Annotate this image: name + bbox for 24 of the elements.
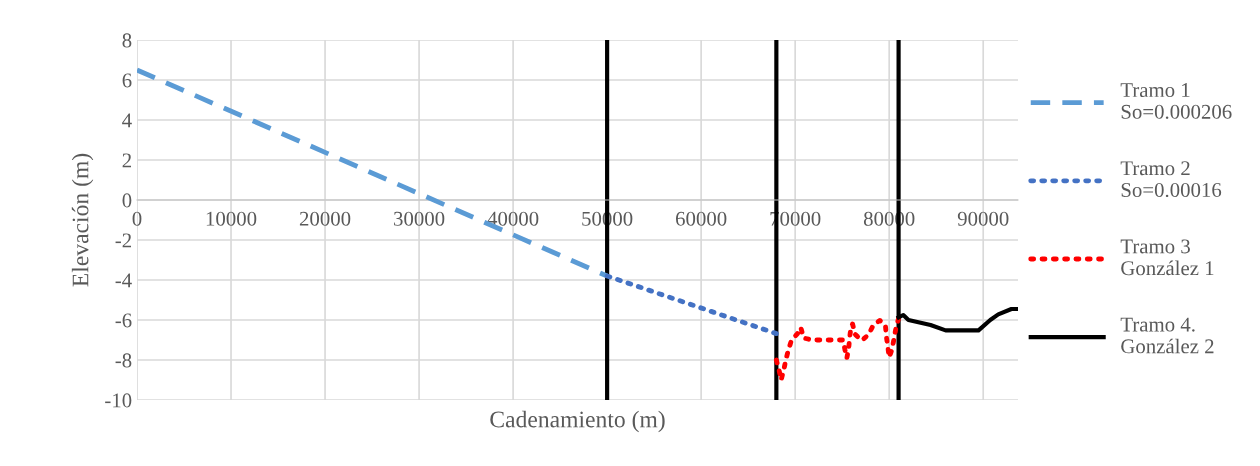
y-tick-label: 6 <box>122 73 132 88</box>
line-series <box>773 315 902 383</box>
x-tick-label: 0 <box>132 211 142 226</box>
y-tick-label: -8 <box>115 353 132 368</box>
legend-label: Tramo 3 González 1 <box>1120 239 1214 276</box>
y-tick-label: -6 <box>115 313 132 328</box>
y-tick-label: -2 <box>115 233 131 248</box>
x-tick-label: 60000 <box>675 211 727 226</box>
x-tick-label: 90000 <box>957 211 1009 226</box>
y-tick-label: 0 <box>122 193 132 208</box>
x-tick-label: 40000 <box>487 211 539 226</box>
legend-label: Tramo 1 So=0.000206 <box>1120 83 1232 119</box>
x-axis-title: Cadenamiento (m) <box>490 410 665 433</box>
x-tick-label: 20000 <box>299 211 351 226</box>
x-tick-label: 30000 <box>394 211 445 226</box>
y-tick-label: 8 <box>122 33 132 48</box>
legend-label: Tramo 2 So=0.00016 <box>1120 161 1222 198</box>
y-tick-label: -10 <box>105 393 132 408</box>
y-axis-title: Elevación (m) <box>71 153 94 287</box>
y-tick-label: 2 <box>122 153 131 168</box>
legend-label: Tramo 4. González 2 <box>1120 317 1214 354</box>
y-tick-label: -4 <box>115 273 132 288</box>
y-tick-label: 4 <box>122 113 132 128</box>
x-tick-label: 10000 <box>206 211 257 226</box>
